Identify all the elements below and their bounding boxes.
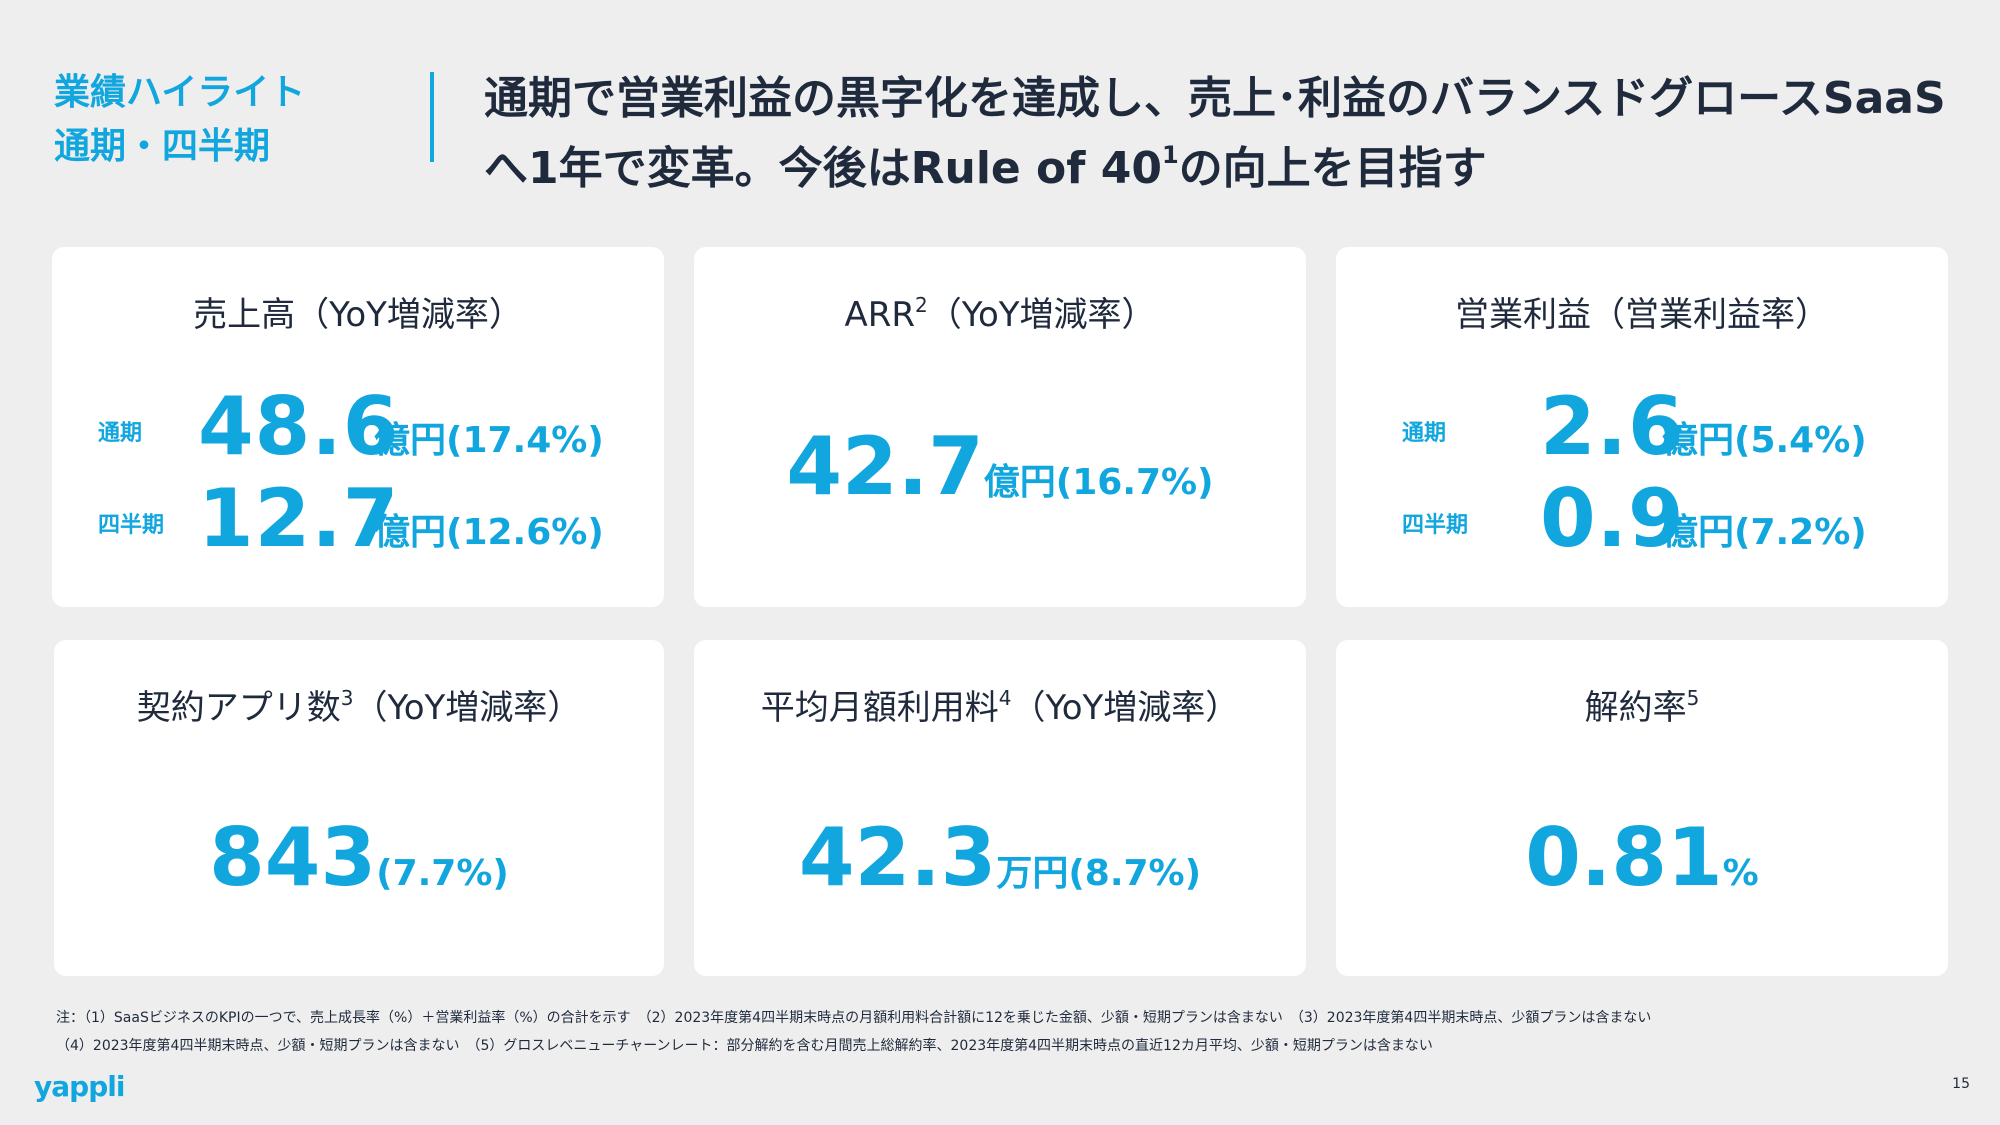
- revenue-full-label: 通期: [98, 421, 143, 446]
- page-number: 15: [1952, 1076, 1970, 1092]
- footnote-line2: （4）2023年度第4四半期末時点、少額・短期プランは含まない （5）グロスレベ…: [56, 1038, 1433, 1054]
- average-monthly-fee-card-title: 平均月額利用料4（YoY増減率）: [694, 680, 1306, 729]
- section-label-line2: 通期・四半期: [54, 126, 271, 167]
- operating-income-full-value: 2.6: [1540, 380, 1685, 473]
- contracted-apps-title-main: 契約アプリ数: [136, 688, 341, 728]
- arr-title-tail: （YoY増減率）: [927, 295, 1156, 335]
- header-divider: [430, 72, 434, 162]
- footnotes: 注：（1）SaaSビジネスのKPIの一つで、売上成長率（%）＋営業利益率（%）の…: [56, 1004, 1956, 1060]
- operating-income-card-title: 営業利益（営業利益率）: [1455, 295, 1829, 335]
- operating-income-quarter-value: 0.9: [1540, 472, 1685, 565]
- arr-card-title: ARR2（YoY増減率）: [694, 287, 1306, 336]
- contracted-apps-value-block: 843(7.7%): [54, 818, 664, 898]
- average-monthly-fee-title-footnote: 4: [998, 686, 1012, 710]
- operating-income-quarter-row: 四半期 0.9 億円(7.2%): [1336, 479, 1948, 559]
- contracted-apps-card-title: 契約アプリ数3（YoY増減率）: [54, 680, 664, 729]
- churn-rate-card: 解約率5 0.81%: [1336, 640, 1948, 976]
- operating-income-quarter-label: 四半期: [1402, 513, 1469, 538]
- churn-rate-value-block: 0.81%: [1336, 818, 1948, 898]
- contracted-apps-unit: (7.7%): [376, 853, 509, 894]
- churn-rate-unit: %: [1722, 853, 1759, 894]
- operating-income-card: 営業利益（営業利益率） 通期 2.6 億円(5.4%) 四半期 0.9 億円(7…: [1336, 247, 1948, 607]
- arr-card: ARR2（YoY増減率） 42.7億円(16.7%): [694, 247, 1306, 607]
- revenue-quarter-row: 四半期 12.7 億円(12.6%): [52, 479, 664, 559]
- revenue-quarter-unit: 億円(12.6%): [374, 512, 604, 553]
- revenue-full-unit: 億円(17.4%): [374, 420, 604, 461]
- footnote-line1: 注：（1）SaaSビジネスのKPIの一つで、売上成長率（%）＋営業利益率（%）の…: [56, 1010, 1652, 1026]
- arr-title-main: ARR: [844, 295, 915, 335]
- contracted-apps-value: 843: [209, 811, 377, 904]
- churn-rate-value: 0.81: [1525, 811, 1723, 904]
- average-monthly-fee-unit: 万円(8.7%): [996, 853, 1202, 894]
- operating-income-quarter-unit: 億円(7.2%): [1662, 512, 1867, 553]
- operating-income-full-row: 通期 2.6 億円(5.4%): [1336, 387, 1948, 467]
- revenue-full-row: 通期 48.6 億円(17.4%): [52, 387, 664, 467]
- average-monthly-fee-value: 42.3: [798, 811, 997, 904]
- arr-value: 42.7: [786, 420, 984, 513]
- contracted-apps-title-tail: （YoY増減率）: [353, 688, 582, 728]
- section-label-line1: 業績ハイライト: [54, 72, 306, 113]
- arr-title-footnote: 2: [914, 293, 928, 317]
- average-monthly-fee-value-block: 42.3万円(8.7%): [694, 818, 1306, 898]
- section-label: 業績ハイライト 通期・四半期: [54, 66, 305, 174]
- page-title-part2: の向上を目指す: [1178, 143, 1487, 194]
- arr-unit: 億円(16.7%): [983, 462, 1214, 503]
- page-title-footnote: 1: [1161, 141, 1179, 169]
- average-monthly-fee-title-main: 平均月額利用料: [760, 688, 999, 728]
- operating-income-full-unit: 億円(5.4%): [1662, 420, 1867, 461]
- churn-rate-title-main: 解約率: [1584, 688, 1687, 728]
- yappli-logo: yappli: [34, 1070, 125, 1103]
- average-monthly-fee-title-tail: （YoY増減率）: [1011, 688, 1240, 728]
- page-title: 通期で営業利益の黒字化を達成し、売上･利益のバランスドグロースSaaSへ1年で変…: [484, 64, 1954, 204]
- churn-rate-card-title: 解約率5: [1336, 680, 1948, 729]
- revenue-card-title: 売上高（YoY増減率）: [193, 295, 523, 335]
- revenue-quarter-value: 12.7: [198, 472, 400, 565]
- operating-income-full-label: 通期: [1402, 421, 1447, 446]
- contracted-apps-card: 契約アプリ数3（YoY増減率） 843(7.7%): [54, 640, 664, 976]
- arr-value-block: 42.7億円(16.7%): [694, 427, 1306, 507]
- revenue-full-value: 48.6: [198, 380, 400, 473]
- contracted-apps-title-footnote: 3: [340, 686, 354, 710]
- revenue-quarter-label: 四半期: [98, 513, 165, 538]
- revenue-card: 売上高（YoY増減率） 通期 48.6 億円(17.4%) 四半期 12.7 億…: [52, 247, 664, 607]
- average-monthly-fee-card: 平均月額利用料4（YoY増減率） 42.3万円(8.7%): [694, 640, 1306, 976]
- page-title-part1: 通期で営業利益の黒字化を達成し、売上･利益のバランスドグロースSaaSへ1年で変…: [484, 73, 1946, 194]
- churn-rate-title-footnote: 5: [1686, 686, 1700, 710]
